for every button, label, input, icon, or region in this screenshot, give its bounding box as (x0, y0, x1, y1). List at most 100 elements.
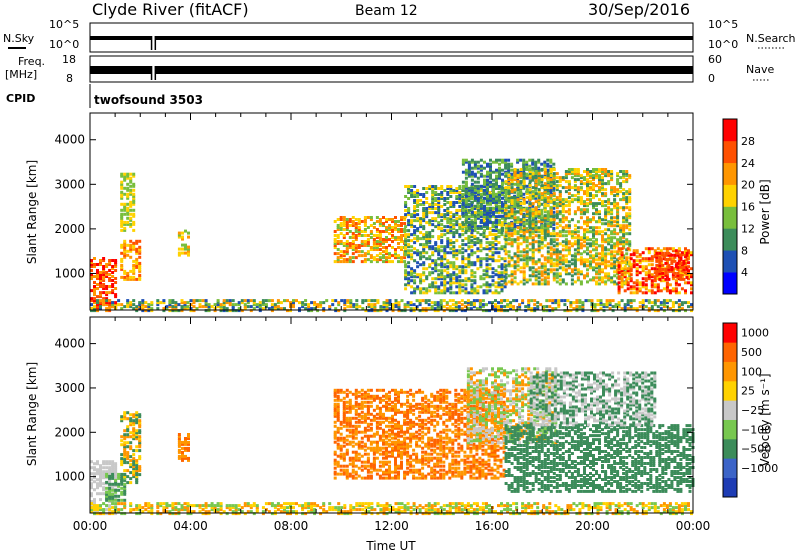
data-cell (132, 259, 136, 263)
data-cell (488, 217, 492, 221)
data-cell (292, 299, 295, 303)
data-cell (340, 299, 344, 303)
data-cell (419, 263, 423, 267)
data-cell (458, 187, 462, 190)
cpid-text: twofsound 3503 (94, 93, 203, 107)
data-cell (470, 205, 474, 208)
data-cell (501, 172, 504, 176)
data-cell (422, 209, 426, 212)
data-cell (425, 289, 429, 293)
data-cell (616, 222, 620, 226)
data-cell (583, 234, 586, 238)
data-cell (132, 469, 136, 473)
data-cell (488, 309, 491, 313)
data-cell (604, 174, 608, 178)
data-cell (346, 301, 350, 305)
data-cell (510, 162, 514, 166)
data-cell (90, 277, 93, 280)
data-cell (437, 277, 441, 281)
data-cell (375, 242, 379, 245)
data-cell (132, 471, 136, 475)
date-title: 30/Sep/2016 (588, 0, 690, 19)
data-cell (96, 460, 99, 464)
data-cell (434, 263, 438, 267)
data-cell (114, 504, 118, 508)
data-cell (524, 309, 528, 313)
data-cell (635, 273, 639, 277)
data-cell (625, 226, 629, 230)
data-cell (434, 247, 438, 251)
data-cell (555, 234, 559, 238)
data-cell (413, 259, 417, 263)
data-cell (690, 253, 693, 257)
data-cell (516, 232, 520, 236)
data-cell (446, 213, 450, 217)
data-cell (592, 266, 595, 270)
data-cell (105, 309, 109, 313)
data-cell (454, 303, 458, 307)
data-cell (622, 198, 626, 202)
data-cell (617, 275, 621, 279)
data-cell (579, 258, 583, 262)
freq-tick-bottom: 8 (66, 72, 73, 85)
data-cell (592, 258, 595, 262)
data-cell (655, 263, 659, 267)
data-cell (129, 249, 133, 253)
data-cell (449, 283, 453, 287)
data-cell (671, 247, 675, 251)
data-cell (108, 462, 112, 466)
data-cell (549, 260, 553, 264)
data-cell (543, 216, 547, 220)
data-cell (616, 216, 620, 220)
data-cell (351, 220, 355, 223)
data-cell (349, 299, 353, 303)
data-cell (498, 190, 501, 194)
data-cell (111, 265, 115, 268)
data-cell (476, 247, 480, 251)
data-cell (491, 237, 495, 241)
data-cell (419, 193, 423, 196)
data-cell (552, 276, 556, 280)
data-cell (336, 242, 340, 245)
data-cell (138, 273, 142, 277)
data-cell (488, 233, 492, 237)
data-cell (595, 208, 598, 212)
data-cell (647, 277, 651, 281)
data-cell (108, 303, 112, 307)
data-cell (503, 279, 507, 283)
data-cell (513, 252, 517, 256)
data-cell (616, 218, 620, 222)
data-cell (488, 255, 492, 259)
data-cell (543, 256, 547, 260)
data-cell (488, 249, 492, 253)
data-cell (576, 236, 580, 240)
data-cell (604, 228, 608, 232)
data-cell (616, 244, 620, 248)
data-cell (635, 287, 639, 291)
data-cell (595, 258, 598, 262)
data-cell (439, 303, 443, 307)
data-cell (528, 174, 532, 178)
data-cell (644, 257, 648, 261)
data-cell (345, 246, 349, 249)
data-cell (489, 194, 492, 198)
data-cell (394, 220, 397, 223)
data-cell (549, 206, 553, 210)
data-cell (476, 207, 480, 210)
data-cell (543, 210, 547, 214)
data-cell (558, 200, 562, 204)
data-cell (501, 226, 504, 230)
data-cell (105, 466, 109, 470)
data-cell (171, 301, 175, 305)
data-cell (513, 280, 517, 284)
data-cell (120, 212, 124, 216)
data-cell (93, 265, 96, 268)
data-cell (586, 236, 589, 240)
data-cell (455, 223, 459, 227)
data-cell (177, 309, 181, 313)
data-cell (129, 423, 133, 427)
data-cell (482, 219, 486, 223)
data-cell (120, 172, 124, 176)
data-cell (407, 261, 411, 265)
data-cell (126, 461, 130, 465)
